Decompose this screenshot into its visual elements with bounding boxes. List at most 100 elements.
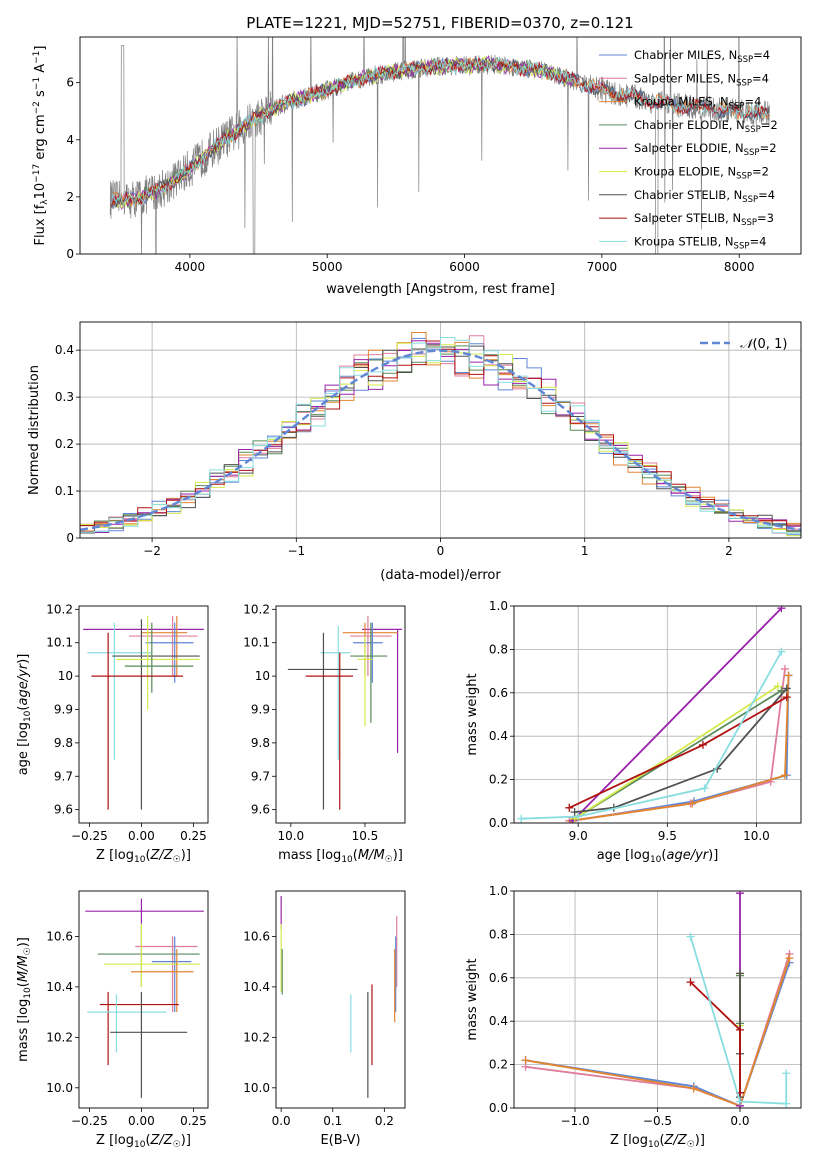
ylabel-part: erg cm — [33, 114, 48, 163]
weight-line-krou_miles — [525, 958, 791, 1107]
x-tick-label: 7000 — [587, 260, 618, 274]
y-tick-label: 0.8 — [489, 927, 508, 941]
legend-sub: SSP — [729, 102, 745, 112]
y-tick-label: 10.2 — [46, 602, 73, 616]
mass_vs_ebv-frame — [275, 890, 406, 1109]
x-tick-label: 8000 — [724, 260, 755, 274]
ylabel-part: −1 — [32, 77, 42, 90]
weight-marker-chab_stelib — [782, 684, 791, 693]
y-tick-label: 1.0 — [489, 599, 508, 613]
legend-text: Kroupa STELIB, N — [634, 234, 734, 248]
y-tick-label: 1.0 — [489, 884, 508, 898]
legend-text: =2 — [752, 165, 769, 179]
weight-marker-krou_stelib — [574, 812, 583, 821]
legend-text: =3 — [757, 211, 774, 225]
weight_vs_Z-axes: −1.0 −0.5 0.0 0.0 0.2 0.4 0.6 0.8 1.0 Z [log10(Z/… — [465, 884, 802, 1150]
legend-sub: SSP — [744, 148, 760, 158]
y-tick-label: 9.6 — [54, 803, 73, 817]
weight-marker-krou_miles — [780, 771, 789, 780]
weight-marker-krou_stelib — [777, 647, 786, 656]
age_vs_mass-xlabel: mass [log10(M/M☉)] — [278, 848, 403, 865]
weight-marker-salp_stelib — [565, 803, 574, 812]
age_vs_Z-frame — [78, 605, 209, 824]
xlabel-part: ☉ — [385, 855, 393, 865]
x-tick-label: 9.5 — [658, 829, 677, 843]
ylabel-part: ] — [33, 46, 48, 51]
xlabel-part: )] — [393, 848, 403, 863]
y-tick-label: 0.0 — [489, 816, 508, 830]
x-tick-label: 0.0 — [272, 1114, 291, 1128]
ylabel-part: λ — [40, 199, 50, 205]
legend-label: Chabrier STELIB, NSSP=4 — [634, 188, 775, 205]
y-tick-label: 10.0 — [243, 1081, 270, 1095]
y-tick-label: 0 — [66, 531, 74, 545]
weight_vs_age-axes: 9.0 9.5 10.0 0.0 0.2 0.4 0.6 0.8 1.0 age [log10(a… — [465, 599, 802, 865]
residual-histogram-krou_stelib — [80, 337, 801, 535]
spectrum-plot-area — [109, 37, 770, 254]
weight_vs_Z-ylabel: mass weight — [465, 958, 480, 1040]
y-tick-label: 10 — [58, 669, 73, 683]
weight-marker-salp_stelib — [698, 740, 707, 749]
model-spectrum-salp_miles — [111, 57, 770, 208]
gaussian-legend-label: 𝒩(0, 1) — [740, 337, 787, 352]
x-tick-label: 0.00 — [128, 1114, 155, 1128]
residuals-plot-area — [80, 332, 801, 537]
mass_vs_ebv-axes: 0.0 0.1 0.2 10.0 10.2 10.4 10.6 E(B-V) — [243, 890, 406, 1148]
ebv-xlabel: E(B-V) — [320, 1133, 360, 1148]
weight-marker-krou_miles — [784, 671, 793, 680]
weight-marker-krou_miles — [689, 1084, 698, 1093]
legend-sub: SSP — [736, 78, 752, 88]
y-tick-label: 10.0 — [46, 1081, 73, 1095]
weight-marker-krou_stelib — [700, 784, 709, 793]
age_vs_Z-xlabel: Z [log10(Z/Z☉)] — [96, 848, 191, 865]
weight-marker-krou_miles — [521, 1056, 530, 1065]
legend-text: =4 — [752, 71, 769, 85]
weight-line-chab_stelib — [574, 687, 788, 813]
ylabel-part: age [log — [16, 722, 31, 775]
mass_vs_ebv-plot-area — [280, 896, 398, 1098]
ylabel-part: ☉ — [23, 947, 33, 955]
weight-marker-krou_stelib — [735, 1097, 744, 1106]
weight-line-krou_miles — [570, 675, 790, 822]
y-tick-label: 10.2 — [46, 1030, 73, 1044]
xlabel-part: mass [log — [278, 848, 341, 863]
weight_vs_age-plot-area — [517, 606, 793, 823]
y-tick-label: 9.9 — [251, 702, 270, 716]
x-tick-label: −1.0 — [560, 1114, 589, 1128]
model-spectrum-krou_elodie — [111, 54, 575, 209]
legend-label: Salpeter STELIB, NSSP=3 — [634, 211, 774, 228]
xlabel-part: Z/Z — [150, 848, 174, 863]
age_vs_Z-axes: −0.25 0.00 0.25 9.6 9.7 9.8 9.9 10 10.1 10.2 Z [lo… — [16, 602, 209, 865]
xlabel-part: Z [log — [96, 1133, 134, 1148]
legend-text: =4 — [749, 234, 766, 248]
y-tick-label: 0.2 — [489, 773, 508, 787]
ylabel-part: mass weight — [465, 958, 480, 1040]
ylabel-part: 10 — [33, 183, 48, 200]
y-tick-label: 6 — [66, 76, 74, 90]
legend-label: Kroupa MILES, NSSP=4 — [634, 95, 761, 112]
x-tick-label: 9.0 — [569, 829, 588, 843]
xlabel-part: 10 — [134, 1140, 146, 1150]
xlabel-part: 10 — [341, 855, 353, 865]
x-tick-label: 10.5 — [352, 829, 379, 843]
y-tick-label: 10.6 — [243, 929, 270, 943]
legend-text: =4 — [753, 48, 770, 62]
weight-marker-salp_stelib — [686, 978, 695, 987]
residual-xlabel: (data-model)/error — [380, 568, 501, 583]
weight-marker-krou_stelib — [686, 932, 695, 941]
weight-marker-salp_elodie — [735, 891, 744, 898]
mass_vs_Z-ylabel: mass [log10(M/M☉)] — [16, 937, 33, 1062]
legend-sub: SSP — [737, 55, 753, 65]
weight-line-krou_stelib — [521, 651, 783, 820]
x-tick-label: −0.25 — [71, 1114, 108, 1128]
xlabel-part: )] — [181, 1133, 191, 1148]
y-tick-label: 10.1 — [243, 636, 270, 650]
ylabel-part: )] — [16, 937, 31, 947]
weight_vs_age-xlabel: age [log10(age/yr)] — [597, 848, 719, 865]
y-tick-label: 9.8 — [251, 736, 270, 750]
y-tick-label: 9.6 — [251, 803, 270, 817]
age_vs_Z-ylabel: age [log10(age/yr)] — [16, 654, 33, 776]
spectrum-frame — [79, 36, 802, 255]
